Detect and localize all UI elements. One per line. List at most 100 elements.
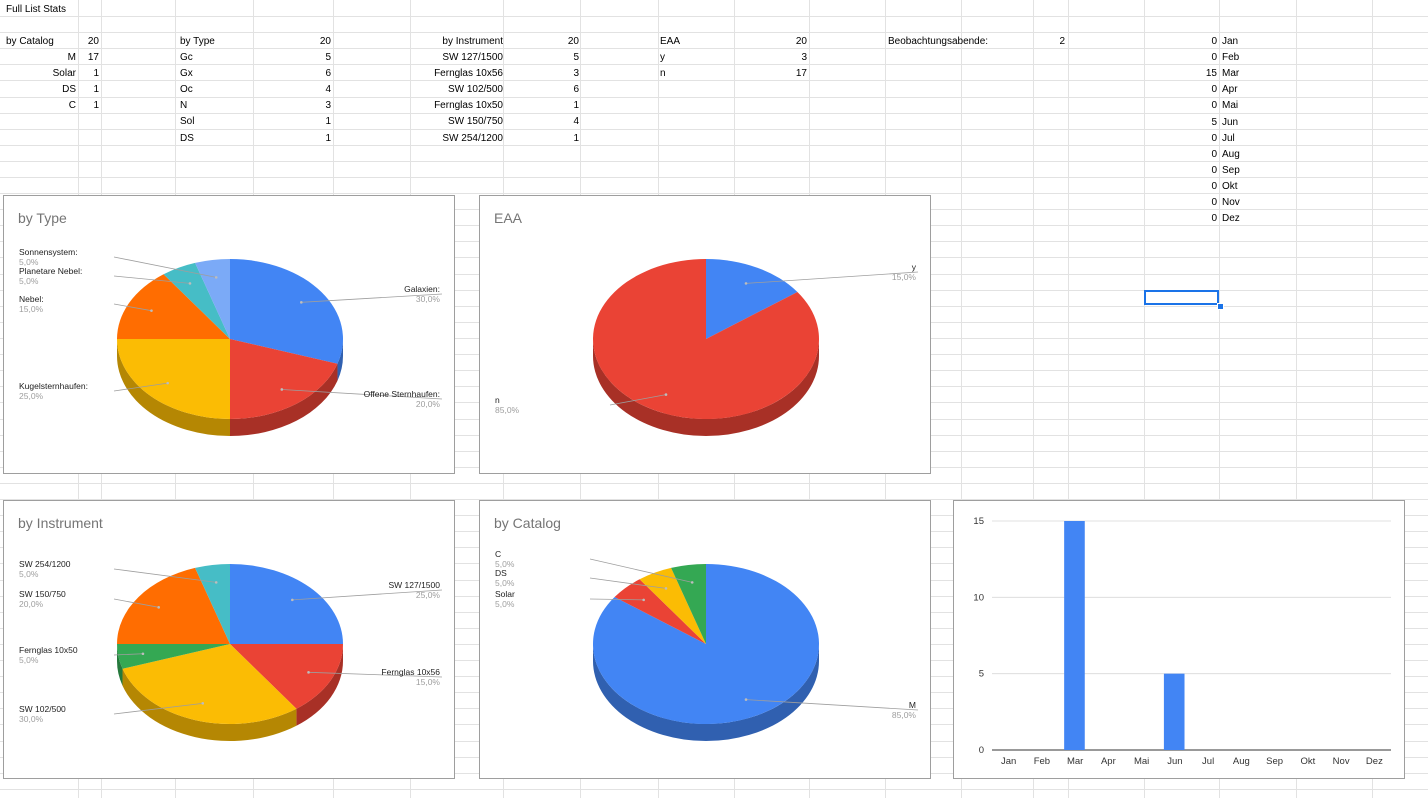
pie-percent: 5,0%	[19, 655, 39, 665]
cell-type-value[interactable]: 1	[325, 132, 331, 144]
cell-month-name[interactable]: Jul	[1222, 132, 1235, 144]
cell-instrument-key[interactable]: Fernglas 10x50	[434, 100, 503, 112]
cell-month-value[interactable]: 0	[1211, 52, 1217, 64]
cell-catalog-key[interactable]: Solar	[52, 68, 76, 80]
chart-by-catalog[interactable]: by Catalog M 85,0% Solar 5,0% DS 5,0% C 5,0%	[479, 500, 931, 779]
cell-eaa-label[interactable]: EAA	[660, 36, 681, 47]
cell-month-name[interactable]: Feb	[1222, 52, 1240, 64]
cell-catalog-key[interactable]: DS	[62, 84, 76, 96]
cell-month-value[interactable]: 0	[1211, 84, 1217, 96]
cell-type-value[interactable]: 4	[325, 84, 331, 96]
cell-by-instrument-total[interactable]: 20	[567, 36, 579, 47]
cell-beob-label[interactable]: Beobachtungsabende:	[888, 36, 989, 47]
cell-instrument-value[interactable]: 1	[573, 132, 579, 144]
cell-catalog-value[interactable]: 17	[87, 52, 99, 63]
cell-by-type-total[interactable]: 20	[319, 36, 331, 47]
cell-type-key[interactable]: Oc	[180, 84, 193, 96]
pie-slice[interactable]	[614, 579, 706, 644]
pie-slice[interactable]	[671, 564, 706, 644]
cell-month-value[interactable]: 0	[1211, 132, 1217, 144]
cell-catalog-value[interactable]: 1	[93, 84, 99, 96]
cell-month-name[interactable]: Apr	[1222, 84, 1238, 96]
cell-month-value[interactable]: 0	[1211, 100, 1217, 112]
cell-type-key[interactable]: Gx	[180, 68, 193, 80]
cell-eaa-key[interactable]: y	[660, 52, 665, 63]
pie-slice[interactable]	[195, 259, 230, 339]
chart-eaa[interactable]: EAA y 15,0% n 85,0%	[479, 195, 931, 474]
cell-instrument-value[interactable]: 3	[573, 68, 579, 80]
cell-instrument-value[interactable]: 6	[573, 84, 579, 96]
cell-month-value[interactable]: 0	[1211, 148, 1217, 160]
cell-type-key[interactable]: Sol	[180, 116, 195, 128]
cell-instrument-key[interactable]: SW 102/500	[447, 84, 503, 96]
cell-eaa-value[interactable]: 3	[801, 52, 807, 63]
cell-type-value[interactable]: 5	[325, 52, 331, 63]
pie-slice-side	[593, 339, 819, 436]
cell-instrument-key[interactable]: SW 254/1200	[442, 132, 503, 144]
cell-by-instrument-label[interactable]: by Instrument	[442, 36, 503, 47]
cell-month-name[interactable]: Jan	[1222, 36, 1239, 47]
chart-months-bar[interactable]: 0 5 10 15 Jan Feb Mar Apr Mai Jun Jul Aug Sep Okt Nov D…	[953, 500, 1405, 779]
cell-type-value[interactable]: 3	[325, 100, 331, 112]
cell-eaa-key[interactable]: n	[660, 68, 666, 80]
chart-by-instrument[interactable]: by Instrument SW 127/1500 25,0% Fernglas 10…	[3, 500, 455, 779]
cell-month-value[interactable]: 0	[1211, 197, 1217, 208]
fill-handle[interactable]	[1217, 303, 1224, 310]
cell-type-key[interactable]: Gc	[180, 52, 193, 63]
pie-percent: 85,0%	[495, 405, 520, 415]
sheet-title-cell[interactable]: Full List Stats	[6, 4, 67, 15]
cell-type-key[interactable]: DS	[180, 132, 194, 144]
cell-beob-value[interactable]: 2	[1059, 36, 1065, 47]
bar[interactable]	[1064, 521, 1085, 750]
cell-month-name[interactable]: Jun	[1222, 116, 1239, 128]
pie-slice[interactable]	[230, 259, 343, 364]
cell-month-name[interactable]: Mar	[1222, 68, 1240, 80]
cell-month-value[interactable]: 0	[1211, 164, 1217, 176]
cell-month-value[interactable]: 0	[1211, 180, 1217, 192]
pie-slice[interactable]	[163, 262, 230, 339]
cell-eaa-total[interactable]: 20	[795, 36, 807, 47]
chart-title: by Instrument	[18, 515, 103, 531]
cell-type-key[interactable]: N	[180, 100, 188, 112]
pie-slice[interactable]	[230, 339, 338, 419]
cell-catalog-key[interactable]: M	[67, 52, 76, 63]
pie-slice[interactable]	[117, 567, 230, 644]
pie-slice[interactable]	[117, 274, 230, 339]
cell-month-value[interactable]: 0	[1211, 36, 1217, 47]
cell-instrument-key[interactable]: SW 150/750	[447, 116, 503, 128]
bar[interactable]	[1163, 673, 1185, 750]
cell-month-name[interactable]: Okt	[1222, 180, 1238, 192]
cell-month-name[interactable]: Aug	[1222, 148, 1240, 160]
cell-instrument-key[interactable]: Fernglas 10x56	[434, 68, 503, 80]
pie-slice[interactable]	[230, 644, 343, 709]
cell-type-value[interactable]: 6	[325, 68, 331, 80]
pie-slice[interactable]	[230, 564, 343, 644]
cell-catalog-value[interactable]: 1	[93, 68, 99, 80]
cell-month-value[interactable]: 0	[1211, 213, 1217, 225]
cell-instrument-value[interactable]: 4	[573, 116, 579, 128]
selected-cell[interactable]	[1144, 290, 1219, 305]
cell-month-name[interactable]: Dez	[1222, 213, 1240, 225]
pie-slice[interactable]	[122, 644, 297, 724]
pie-slice[interactable]	[117, 644, 230, 669]
cell-by-catalog-total[interactable]: 20	[87, 36, 99, 47]
cell-catalog-value[interactable]: 1	[93, 100, 99, 112]
cell-by-type-label[interactable]: by Type	[180, 36, 215, 47]
chart-by-type[interactable]: by Type Galaxien: 30,0% Offene Sternhaufen:…	[3, 195, 455, 474]
pie-slice[interactable]	[117, 339, 230, 419]
cell-instrument-value[interactable]: 1	[573, 100, 579, 112]
cell-month-value[interactable]: 5	[1211, 116, 1217, 128]
pie-slice[interactable]	[195, 564, 230, 644]
cell-month-value[interactable]: 15	[1205, 68, 1217, 80]
cell-by-catalog-label[interactable]: by Catalog	[6, 36, 54, 47]
cell-month-name[interactable]: Mai	[1222, 100, 1239, 112]
pie-slice[interactable]	[706, 259, 798, 339]
cell-instrument-key[interactable]: SW 127/1500	[442, 52, 503, 63]
cell-month-name[interactable]: Nov	[1222, 197, 1240, 208]
cell-eaa-value[interactable]: 17	[795, 68, 807, 80]
pie-slice[interactable]	[593, 259, 819, 419]
cell-instrument-value[interactable]: 5	[573, 52, 579, 63]
cell-catalog-key[interactable]: C	[68, 100, 76, 112]
cell-type-value[interactable]: 1	[325, 116, 331, 128]
cell-month-name[interactable]: Sep	[1222, 164, 1240, 176]
